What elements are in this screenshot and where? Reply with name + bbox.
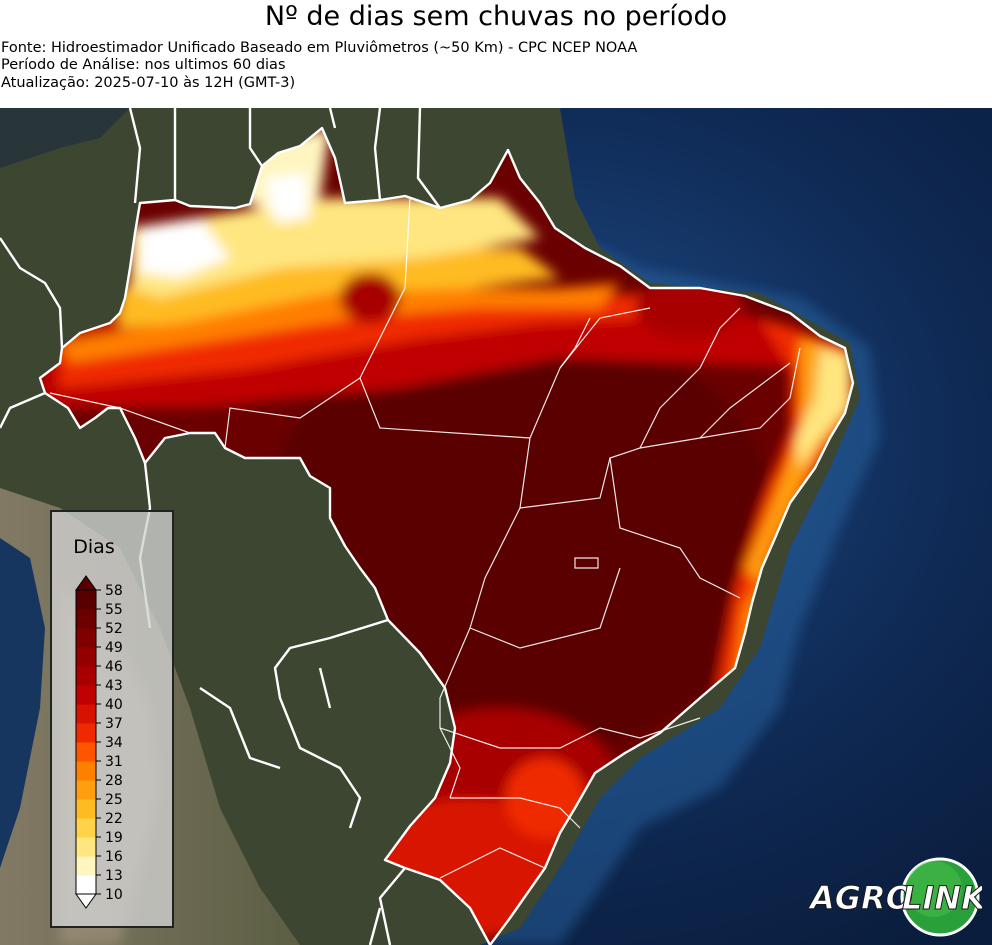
colorbar-tick-label: 31 bbox=[105, 754, 123, 770]
colorbar-band bbox=[76, 837, 96, 857]
brazil-dry-days-map bbox=[0, 108, 992, 945]
colorbar-band bbox=[76, 818, 96, 838]
colorbar-band bbox=[76, 666, 96, 686]
logo-text-agro: AGRO bbox=[807, 879, 913, 917]
logo-text-link: LINK bbox=[902, 879, 982, 917]
colorbar-tick-label: 10 bbox=[105, 887, 123, 903]
update-line: Atualização: 2025-07-10 às 12H (GMT-3) bbox=[1, 75, 296, 91]
colorbar-tick-label: 28 bbox=[105, 773, 123, 789]
colorbar-band bbox=[76, 856, 96, 876]
colorbar: 58 55 52 49 46 43 40 37 34 31 28 25 22 19 16 13 10 bbox=[75, 575, 123, 909]
colorbar-band bbox=[76, 875, 96, 895]
colorbar-tick-label: 19 bbox=[105, 830, 123, 846]
colorbar-band bbox=[76, 704, 96, 724]
colorbar-band bbox=[76, 590, 96, 610]
colorbar-tick-label: 13 bbox=[105, 868, 123, 884]
colorbar-tick-label: 25 bbox=[105, 792, 123, 808]
map-title: Nº de dias sem chuvas no período bbox=[264, 1, 728, 32]
colorbar-tick-label: 37 bbox=[105, 716, 123, 732]
colorbar-tick-label: 46 bbox=[105, 659, 123, 675]
legend-title: Dias bbox=[73, 536, 115, 558]
colorbar-band bbox=[76, 685, 96, 705]
agrolink-logo: AGRO LINK bbox=[807, 857, 982, 937]
colorbar-tick-label: 40 bbox=[105, 697, 123, 713]
colorbar-max-arrow bbox=[75, 575, 97, 591]
colorbar-tick-label: 58 bbox=[105, 583, 123, 599]
colorbar-band bbox=[76, 742, 96, 762]
colorbar-tick-label: 34 bbox=[105, 735, 123, 751]
colorbar-band bbox=[76, 780, 96, 800]
colorbar-tick-label: 55 bbox=[105, 602, 123, 618]
colorbar-tick-label: 22 bbox=[105, 811, 123, 827]
colorbar-legend: Dias 58 55 52 49 46 43 40 37 34 31 28 25 22 19 16 13 10 bbox=[50, 510, 174, 928]
colorbar-band bbox=[76, 628, 96, 648]
colorbar-tick-label: 16 bbox=[105, 849, 123, 865]
state-borders bbox=[49, 197, 801, 879]
colorbar-band bbox=[76, 799, 96, 819]
colorbar-band bbox=[76, 761, 96, 781]
colorbar-tick-label: 52 bbox=[105, 621, 123, 637]
colorbar-min-arrow bbox=[75, 893, 97, 909]
period-line: Período de Análise: nos ultimos 60 dias bbox=[1, 57, 286, 73]
colorbar-band bbox=[76, 609, 96, 629]
source-line: Fonte: Hidroestimador Unificado Baseado … bbox=[1, 40, 638, 56]
colorbar-tick-label: 49 bbox=[105, 640, 123, 656]
colorbar-band bbox=[76, 723, 96, 743]
colorbar-band bbox=[76, 647, 96, 667]
colorbar-tick-label: 43 bbox=[105, 678, 123, 694]
map-panel bbox=[0, 108, 992, 945]
